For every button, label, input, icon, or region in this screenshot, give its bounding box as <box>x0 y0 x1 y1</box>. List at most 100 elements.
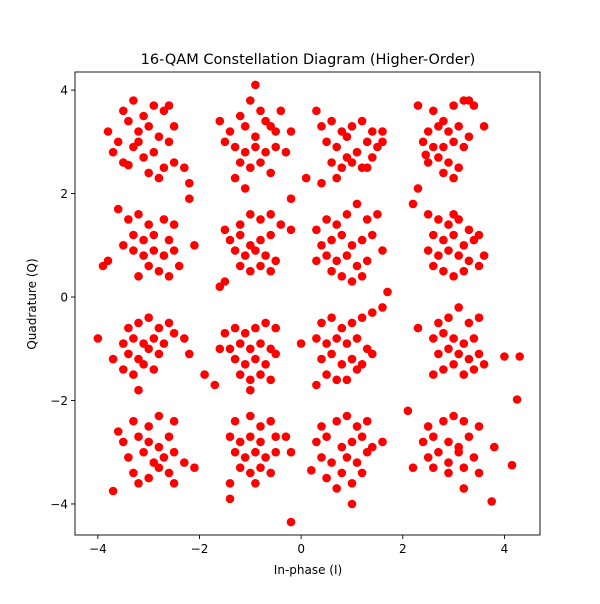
data-point <box>444 344 453 354</box>
data-point <box>357 468 367 478</box>
plot-frame <box>74 71 541 536</box>
data-point <box>332 484 342 493</box>
data-point <box>124 215 133 224</box>
data-point <box>322 473 331 483</box>
data-point <box>185 178 194 188</box>
data-point <box>185 194 194 203</box>
data-point <box>352 261 362 271</box>
data-point <box>113 204 123 214</box>
data-point <box>352 334 362 343</box>
data-point <box>429 370 438 379</box>
data-point <box>444 437 453 447</box>
data-point <box>154 132 164 141</box>
data-point <box>139 360 148 369</box>
data-point <box>429 106 438 116</box>
x-tick-label: 4 <box>501 542 509 556</box>
x-axis-label: In-phase (I) <box>274 563 342 577</box>
data-point <box>337 323 347 333</box>
data-point <box>134 137 143 147</box>
y-tick-label: −4 <box>50 497 68 511</box>
data-point <box>301 173 311 183</box>
data-point <box>134 385 143 395</box>
data-point <box>423 246 433 255</box>
data-point <box>246 210 255 219</box>
data-point <box>312 256 321 266</box>
data-point <box>251 132 260 141</box>
x-tick-label: −4 <box>89 542 107 556</box>
data-point <box>235 370 245 379</box>
data-point <box>347 437 357 447</box>
data-point <box>251 323 260 333</box>
x-tick-label: 2 <box>399 542 407 556</box>
data-point <box>215 344 225 354</box>
data-point <box>449 272 458 281</box>
data-point <box>164 235 174 245</box>
data-point <box>479 122 489 131</box>
data-point <box>449 334 458 343</box>
data-point <box>444 246 453 255</box>
data-point <box>134 272 143 281</box>
data-point <box>225 432 235 442</box>
data-point <box>317 453 326 462</box>
data-point <box>357 432 367 442</box>
data-point <box>144 168 153 178</box>
data-point <box>230 323 240 333</box>
data-point <box>337 468 347 478</box>
data-point <box>464 132 474 141</box>
data-point <box>449 210 458 219</box>
data-point <box>342 132 352 141</box>
data-point <box>271 127 281 136</box>
data-point <box>454 349 464 359</box>
data-point <box>362 416 372 426</box>
data-point <box>246 385 255 395</box>
data-point <box>124 116 133 126</box>
chart-title: 16-QAM Constellation Diagram (Higher-Ord… <box>141 52 476 68</box>
data-point <box>454 251 464 260</box>
data-point <box>469 334 479 343</box>
data-point <box>459 416 469 426</box>
data-point <box>378 127 387 136</box>
data-point <box>154 411 164 421</box>
data-point <box>246 163 255 172</box>
data-point <box>439 328 448 338</box>
data-point <box>251 80 260 90</box>
data-point <box>256 339 265 348</box>
data-point <box>154 266 164 276</box>
data-point <box>230 246 240 255</box>
data-point <box>454 163 464 172</box>
data-point <box>225 494 235 504</box>
data-point <box>149 147 159 157</box>
data-point <box>342 339 352 348</box>
data-point <box>512 395 522 404</box>
data-point <box>421 150 431 160</box>
data-point <box>454 122 464 131</box>
data-point <box>459 463 469 473</box>
data-point <box>474 422 484 431</box>
data-point <box>251 479 260 488</box>
data-point <box>418 137 428 147</box>
data-point <box>337 230 347 240</box>
data-point <box>240 184 250 193</box>
data-point <box>368 230 377 240</box>
data-point <box>449 360 458 369</box>
data-point <box>124 160 133 170</box>
data-points <box>93 80 524 527</box>
data-point <box>144 122 153 131</box>
data-point <box>469 235 479 245</box>
data-point <box>261 318 270 328</box>
data-point <box>169 122 179 131</box>
data-point <box>164 318 174 328</box>
data-point <box>423 158 433 167</box>
data-point <box>312 106 321 116</box>
data-point <box>464 318 474 328</box>
data-point <box>459 370 469 379</box>
data-point <box>337 360 347 369</box>
data-point <box>347 277 357 286</box>
data-point <box>444 127 453 136</box>
data-point <box>322 370 331 379</box>
data-point <box>190 463 199 473</box>
data-point <box>378 303 387 312</box>
data-point <box>276 220 286 229</box>
data-point <box>439 235 448 245</box>
data-point <box>144 220 153 229</box>
